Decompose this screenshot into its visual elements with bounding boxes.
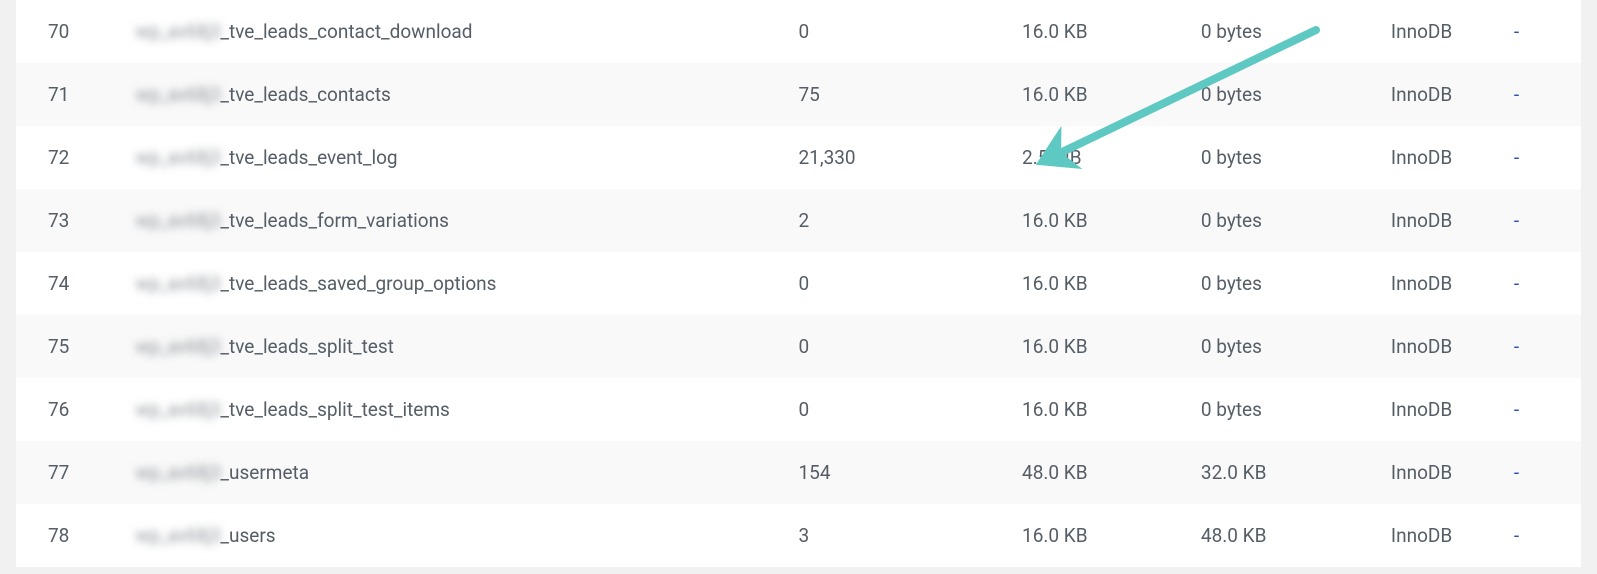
database-tables-list: 70wp_av68j3_tve_leads_contact_download01… xyxy=(16,0,1581,567)
row-action-link[interactable]: - xyxy=(1514,146,1519,169)
table-prefix-blur: wp_av68j3 xyxy=(135,335,220,358)
table-engine: InnoDB xyxy=(1391,63,1514,126)
table-row[interactable]: 76wp_av68j3_tve_leads_split_test_items01… xyxy=(16,378,1581,441)
row-action-link[interactable]: - xyxy=(1514,209,1519,232)
table-suffix: _tve_leads_split_test xyxy=(220,335,393,358)
table-overhead: 0 bytes xyxy=(1201,63,1391,126)
row-action-link[interactable]: - xyxy=(1514,335,1519,358)
row-count: 0 xyxy=(798,252,1022,315)
table-suffix: _tve_leads_split_test_items xyxy=(220,398,449,421)
table-overhead: 32.0 KB xyxy=(1201,441,1391,504)
table-row[interactable]: 70wp_av68j3_tve_leads_contact_download01… xyxy=(16,0,1581,63)
table-name: wp_av68j3_tve_leads_contact_download xyxy=(105,0,798,63)
table-name: wp_av68j3_tve_leads_contacts xyxy=(105,63,798,126)
row-action-link[interactable]: - xyxy=(1514,524,1519,547)
row-count: 21,330 xyxy=(798,126,1022,189)
table-engine: InnoDB xyxy=(1391,441,1514,504)
table-row[interactable]: 72wp_av68j3_tve_leads_event_log21,3302.5… xyxy=(16,126,1581,189)
row-index: 71 xyxy=(16,63,105,126)
table-engine: InnoDB xyxy=(1391,252,1514,315)
table-size: 2.5 MB xyxy=(1022,126,1201,189)
table-engine: InnoDB xyxy=(1391,378,1514,441)
row-count: 0 xyxy=(798,378,1022,441)
table-size: 16.0 KB xyxy=(1022,189,1201,252)
row-index: 74 xyxy=(16,252,105,315)
table-size: 16.0 KB xyxy=(1022,378,1201,441)
table-row[interactable]: 78wp_av68j3_users316.0 KB48.0 KBInnoDB- xyxy=(16,504,1581,567)
table-overhead: 0 bytes xyxy=(1201,252,1391,315)
row-action-link[interactable]: - xyxy=(1514,83,1519,106)
table-engine: InnoDB xyxy=(1391,0,1514,63)
table-name: wp_av68j3_tve_leads_split_test_items xyxy=(105,378,798,441)
table-row[interactable]: 73wp_av68j3_tve_leads_form_variations216… xyxy=(16,189,1581,252)
row-action-link[interactable]: - xyxy=(1514,398,1519,421)
row-count: 154 xyxy=(798,441,1022,504)
table-prefix-blur: wp_av68j3 xyxy=(135,398,220,421)
table-engine: InnoDB xyxy=(1391,189,1514,252)
table-overhead: 0 bytes xyxy=(1201,189,1391,252)
table-suffix: _tve_leads_contact_download xyxy=(220,20,472,43)
table-overhead: 0 bytes xyxy=(1201,126,1391,189)
row-count: 0 xyxy=(798,0,1022,63)
table-name: wp_av68j3_users xyxy=(105,504,798,567)
table-prefix-blur: wp_av68j3 xyxy=(135,83,220,106)
table-overhead: 0 bytes xyxy=(1201,0,1391,63)
table-name: wp_av68j3_tve_leads_saved_group_options xyxy=(105,252,798,315)
table-name: wp_av68j3_tve_leads_form_variations xyxy=(105,189,798,252)
row-index: 73 xyxy=(16,189,105,252)
table-suffix: _tve_leads_form_variations xyxy=(220,209,449,232)
table-engine: InnoDB xyxy=(1391,315,1514,378)
table-prefix-blur: wp_av68j3 xyxy=(135,146,220,169)
row-action-link[interactable]: - xyxy=(1514,461,1519,484)
table-size: 16.0 KB xyxy=(1022,63,1201,126)
table-name: wp_av68j3_usermeta xyxy=(105,441,798,504)
row-index: 77 xyxy=(16,441,105,504)
table-prefix-blur: wp_av68j3 xyxy=(135,461,220,484)
table-engine: InnoDB xyxy=(1391,126,1514,189)
table-engine: InnoDB xyxy=(1391,504,1514,567)
table-name: wp_av68j3_tve_leads_split_test xyxy=(105,315,798,378)
table-size: 48.0 KB xyxy=(1022,441,1201,504)
table-overhead: 48.0 KB xyxy=(1201,504,1391,567)
table-size: 16.0 KB xyxy=(1022,504,1201,567)
row-count: 3 xyxy=(798,504,1022,567)
table-size: 16.0 KB xyxy=(1022,315,1201,378)
table-prefix-blur: wp_av68j3 xyxy=(135,524,220,547)
row-action-link[interactable]: - xyxy=(1514,272,1519,295)
row-action-link[interactable]: - xyxy=(1514,20,1519,43)
row-index: 72 xyxy=(16,126,105,189)
table-suffix: _usermeta xyxy=(220,461,309,484)
table-row[interactable]: 77wp_av68j3_usermeta15448.0 KB32.0 KBInn… xyxy=(16,441,1581,504)
row-index: 70 xyxy=(16,0,105,63)
table-prefix-blur: wp_av68j3 xyxy=(135,209,220,232)
table-suffix: _users xyxy=(220,524,275,547)
table-suffix: _tve_leads_contacts xyxy=(220,83,390,106)
row-count: 2 xyxy=(798,189,1022,252)
table-name: wp_av68j3_tve_leads_event_log xyxy=(105,126,798,189)
row-index: 75 xyxy=(16,315,105,378)
row-index: 78 xyxy=(16,504,105,567)
row-count: 0 xyxy=(798,315,1022,378)
table-suffix: _tve_leads_event_log xyxy=(220,146,397,169)
table-prefix-blur: wp_av68j3 xyxy=(135,272,220,295)
table-suffix: _tve_leads_saved_group_options xyxy=(220,272,496,295)
table-row[interactable]: 75wp_av68j3_tve_leads_split_test016.0 KB… xyxy=(16,315,1581,378)
table-overhead: 0 bytes xyxy=(1201,315,1391,378)
row-count: 75 xyxy=(798,63,1022,126)
table-overhead: 0 bytes xyxy=(1201,378,1391,441)
database-tables-panel: 70wp_av68j3_tve_leads_contact_download01… xyxy=(16,0,1581,567)
table-prefix-blur: wp_av68j3 xyxy=(135,20,220,43)
row-index: 76 xyxy=(16,378,105,441)
table-size: 16.0 KB xyxy=(1022,0,1201,63)
table-row[interactable]: 71wp_av68j3_tve_leads_contacts7516.0 KB0… xyxy=(16,63,1581,126)
table-size: 16.0 KB xyxy=(1022,252,1201,315)
table-row[interactable]: 74wp_av68j3_tve_leads_saved_group_option… xyxy=(16,252,1581,315)
